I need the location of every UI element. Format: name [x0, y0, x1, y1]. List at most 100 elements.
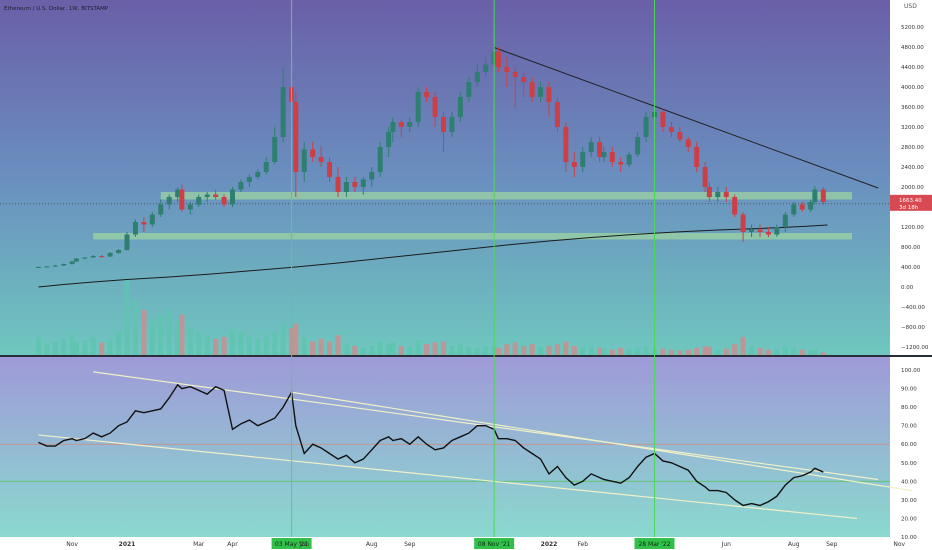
volume-bar	[52, 341, 58, 355]
candle-body	[398, 122, 404, 127]
volume-bar	[757, 347, 763, 355]
volume-bar	[158, 314, 164, 355]
candle-body	[166, 197, 172, 205]
candle-body	[407, 122, 413, 127]
price-tick-label: 3200.00	[901, 125, 924, 131]
candle-body	[415, 92, 421, 122]
volume-bar	[601, 348, 607, 355]
candle-body	[44, 266, 50, 268]
candle-body	[483, 64, 489, 72]
candle-body	[318, 157, 324, 162]
candle-body	[529, 82, 535, 97]
price-tick-label: −400.00	[901, 305, 925, 311]
volume-bar	[580, 347, 586, 355]
volume-bar	[73, 342, 79, 355]
volume-bar	[457, 344, 463, 355]
volume-bar	[626, 348, 632, 355]
candle-body	[116, 250, 122, 253]
x-tick-label: 2022	[541, 541, 558, 548]
candle-body	[213, 194, 219, 197]
oscillator-tick-label: 10.00	[901, 535, 917, 541]
volume-bar	[179, 314, 185, 355]
chart-title: Ethereum / U.S. Dollar, 1W, BITSTAMP	[4, 6, 109, 12]
price-tick-label: 5200.00	[901, 25, 924, 31]
candle-body	[495, 52, 501, 67]
volume-bar	[407, 346, 413, 355]
price-tick-label: 2000.00	[901, 185, 924, 191]
candle-body	[643, 117, 649, 137]
highlighted-date-label: 08 Nov '21	[478, 541, 511, 548]
volume-bar	[272, 332, 278, 355]
candle-body	[635, 137, 641, 155]
candle-body	[390, 122, 396, 132]
price-axis-panel	[890, 0, 932, 550]
candle-body	[107, 253, 113, 257]
candle-body	[723, 192, 729, 197]
volume-bar	[196, 332, 202, 355]
candle-body	[141, 222, 147, 225]
x-tick-label: Nov	[893, 541, 905, 548]
volume-bar	[618, 347, 624, 355]
volume-bar	[660, 348, 666, 355]
volume-bar	[318, 338, 324, 355]
candle-body	[749, 229, 755, 232]
volume-bar	[546, 346, 552, 355]
volume-bar	[115, 332, 122, 355]
volume-bar	[415, 340, 421, 355]
volume-bar	[424, 344, 430, 355]
volume-bar	[635, 347, 641, 355]
candle-body	[812, 189, 818, 202]
candle-body	[280, 87, 286, 137]
volume-bar	[512, 342, 518, 355]
price-tick-label: −1200.00	[901, 345, 929, 351]
candle-body	[588, 142, 594, 152]
volume-bar	[229, 329, 236, 355]
candle-body	[175, 189, 181, 197]
price-tick-label: 4400.00	[901, 65, 924, 71]
last-price-label: 1663.40	[899, 198, 922, 204]
volume-bar	[571, 346, 577, 355]
price-tick-label: 2400.00	[901, 165, 924, 171]
volume-bar	[782, 346, 788, 355]
x-tick-label: Jun	[299, 541, 310, 548]
volume-bar	[668, 349, 674, 355]
volume-bar	[213, 338, 219, 355]
candle-body	[563, 127, 569, 162]
volume-bar	[685, 349, 691, 355]
candle-body	[457, 97, 463, 117]
candle-body	[310, 149, 316, 157]
candle-body	[580, 152, 586, 167]
volume-bar	[449, 346, 455, 355]
highlighted-date-box	[474, 538, 515, 549]
oscillator-line	[38, 383, 824, 507]
candle-body	[685, 139, 691, 147]
volume-bar	[740, 337, 746, 355]
volume-bar	[107, 338, 113, 355]
candle-body	[449, 117, 455, 132]
volume-bar	[221, 337, 227, 355]
volume-bar	[255, 338, 261, 355]
support-zone	[93, 233, 853, 240]
highlighted-date-label: 03 May '21	[275, 541, 308, 548]
volume-bar	[301, 337, 307, 355]
oscillator-tick-label: 80.00	[901, 405, 917, 411]
candle-body	[35, 267, 41, 268]
volume-bar	[343, 344, 350, 355]
volume-bar	[440, 341, 447, 355]
x-tick-label: Aug	[788, 541, 800, 548]
volume-bar	[609, 349, 615, 355]
candle-body	[466, 82, 472, 97]
candle-body	[626, 154, 632, 165]
volume-bar	[563, 341, 569, 355]
candle-body	[474, 72, 480, 82]
volume-bar	[124, 278, 130, 355]
candle-body	[677, 132, 683, 140]
volume-bar	[44, 344, 50, 355]
volume-bar	[377, 341, 383, 355]
volume-bar	[791, 347, 797, 355]
volume-bar	[432, 342, 438, 355]
support-zone	[160, 192, 852, 200]
x-tick-label: Jun	[721, 541, 732, 548]
moving-average-line	[38, 224, 828, 288]
price-tick-label: 4000.00	[901, 85, 924, 91]
